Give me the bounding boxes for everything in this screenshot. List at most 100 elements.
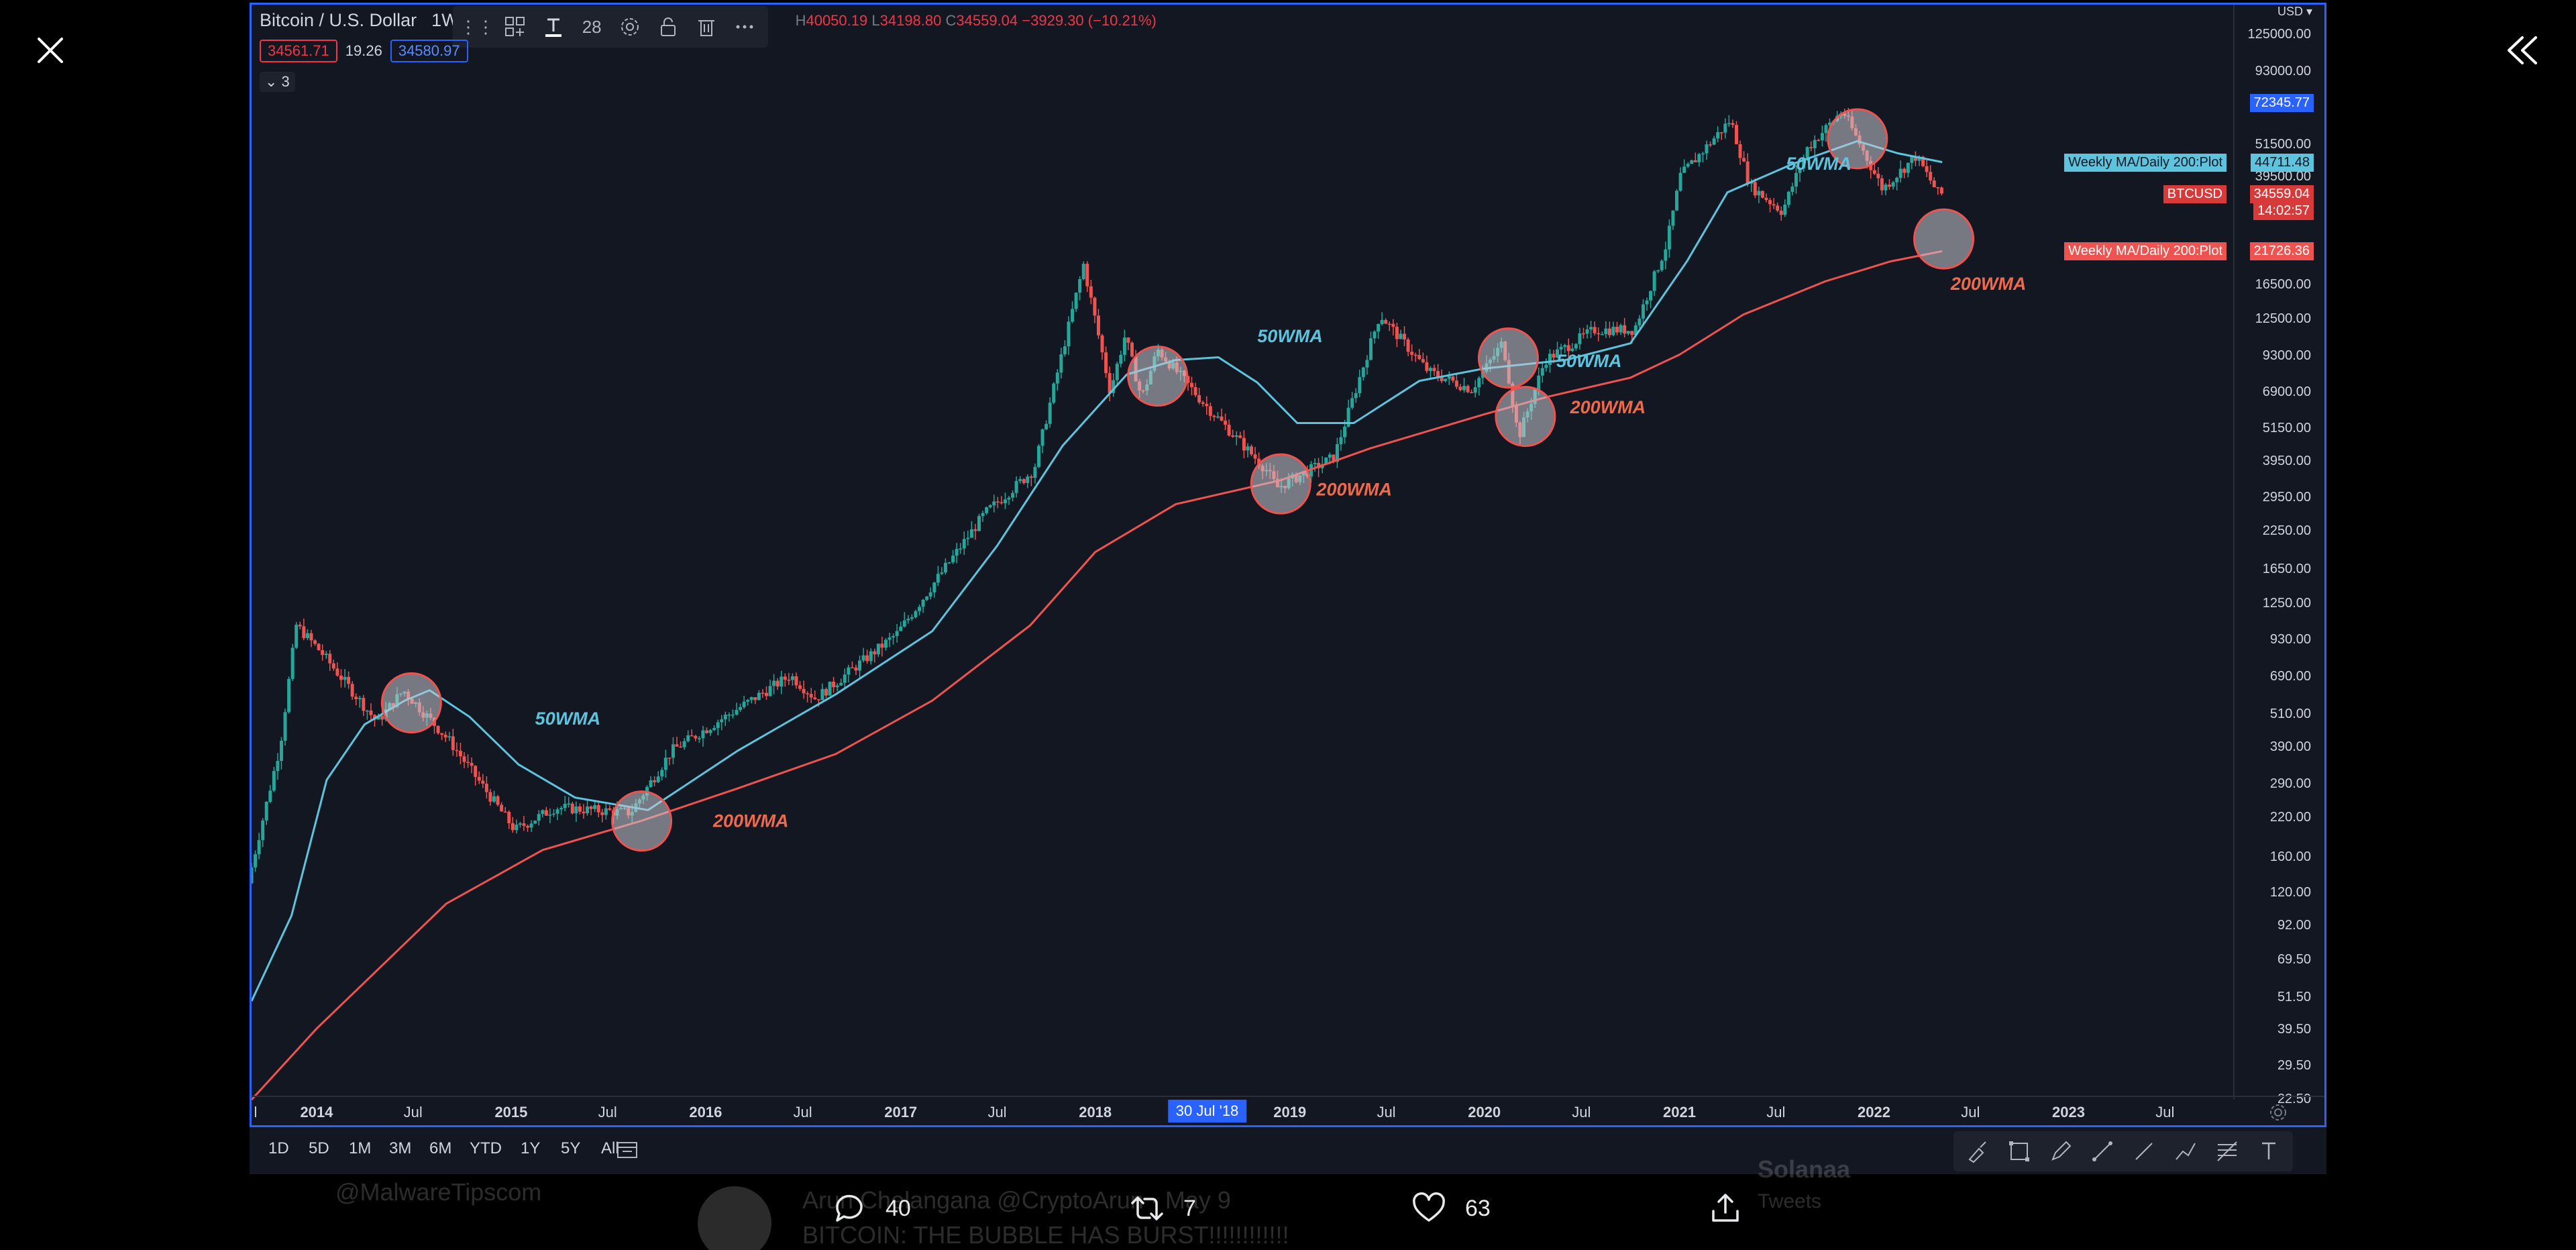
candle-body — [746, 700, 750, 702]
candle-body — [865, 655, 869, 662]
date-range-icon[interactable] — [616, 1139, 639, 1159]
trend-line-tool-icon[interactable] — [2127, 1134, 2161, 1169]
close-icon[interactable] — [34, 34, 67, 67]
timeframe-button[interactable]: 5D — [309, 1139, 329, 1157]
candle-body — [1824, 125, 1828, 134]
candle-body — [283, 712, 287, 741]
trash-icon[interactable] — [689, 9, 723, 44]
candle-body — [1682, 166, 1686, 173]
brush-tool-icon[interactable] — [1960, 1134, 1995, 1169]
chart-panel[interactable]: 50WMA 200WMA 50WMA 200WMA 50WMA 200WMA 50WMA 20… — [250, 3, 2326, 1127]
timeframe-button[interactable]: 1M — [349, 1139, 372, 1157]
series-line-label: BTCUSD — [2163, 185, 2226, 203]
candle-body — [947, 562, 951, 564]
candle-body — [813, 697, 817, 700]
candle-body — [1611, 327, 1615, 335]
candle-body — [1939, 187, 1943, 194]
candle-body — [1727, 123, 1731, 125]
double-chevron-left-icon[interactable] — [2502, 34, 2542, 67]
timeframe-button[interactable]: 1D — [268, 1139, 289, 1157]
candle-body — [1324, 457, 1328, 464]
text-color-icon[interactable] — [537, 9, 571, 44]
pen-tool-icon[interactable] — [2043, 1134, 2078, 1169]
timeframe-button[interactable]: YTD — [470, 1139, 502, 1157]
candle-body — [1820, 133, 1824, 141]
candle-body — [481, 780, 485, 784]
candle-body — [671, 744, 675, 758]
candle-body — [973, 529, 977, 531]
candle-body — [1552, 354, 1556, 358]
lock-icon[interactable] — [651, 9, 685, 44]
path-tool-icon[interactable] — [2168, 1134, 2203, 1169]
rectangle-tool-icon[interactable] — [2002, 1134, 2037, 1169]
price-axis[interactable]: USD ▾ 125000.00 93000.00 51500.00 39500.00 1… — [2233, 5, 2324, 1106]
time-tick-label: l — [254, 1104, 258, 1121]
candle-body — [1828, 122, 1832, 125]
candle-body — [1619, 325, 1623, 333]
timeframe-button[interactable]: 1Y — [521, 1139, 541, 1157]
settings-gear-icon[interactable] — [613, 9, 647, 44]
add-drawing-icon[interactable] — [498, 9, 533, 44]
drag-handle-icon[interactable]: ⋮⋮ — [460, 16, 494, 37]
candle-body — [1406, 339, 1410, 352]
candle-body — [1089, 286, 1093, 298]
time-axis[interactable]: l 2014 Jul 2015 Jul 2016 Jul 2017 Jul 2018 2019 Jul… — [252, 1096, 2324, 1125]
share-button[interactable] — [1708, 1191, 1743, 1226]
candle-body — [1335, 444, 1339, 462]
price-tick-label: 69.50 — [2277, 952, 2311, 968]
candle-body — [1257, 458, 1261, 466]
candle-body — [362, 698, 366, 711]
heart-icon — [1413, 1192, 1445, 1222]
price-chart[interactable]: 50WMA 200WMA 50WMA 200WMA 50WMA 200WMA 50WMA 20… — [252, 5, 2324, 1125]
candle-body — [369, 711, 373, 715]
symbol-title: Bitcoin / U.S. Dollar — [260, 10, 417, 30]
indicators-collapse-button[interactable]: ⌄ 3 — [260, 72, 295, 92]
candle-body — [1000, 502, 1004, 504]
candle-body — [660, 770, 664, 777]
candle-body — [264, 802, 268, 821]
currency-selector[interactable]: USD ▾ — [2277, 5, 2312, 18]
price-tick-label: 6900.00 — [2262, 384, 2311, 400]
candle-body — [567, 803, 571, 805]
timeframe-button[interactable]: 5Y — [561, 1139, 581, 1157]
candle-body — [1354, 393, 1358, 399]
price-axis-tag: 14:02:57 — [2253, 201, 2314, 220]
candle-body — [1007, 497, 1011, 500]
candle-body — [1641, 304, 1645, 319]
annotation-label: 200WMA — [1316, 480, 1392, 500]
like-button[interactable]: 63 — [1411, 1191, 1491, 1226]
timeframe-button[interactable]: 6M — [429, 1139, 452, 1157]
candle-body — [1313, 462, 1317, 464]
candle-body — [1813, 140, 1817, 148]
candle-body — [1395, 327, 1399, 340]
candle-body — [1753, 182, 1757, 196]
candle-body — [533, 821, 537, 824]
candle-body — [335, 668, 339, 676]
fib-tool-icon[interactable] — [2210, 1134, 2245, 1169]
candle-body — [1112, 380, 1116, 393]
annotation-label: 200WMA — [1950, 274, 2027, 294]
candle-body — [257, 840, 261, 855]
candle-body — [1190, 382, 1194, 388]
candle-body — [1130, 342, 1134, 357]
more-options-icon[interactable] — [727, 9, 761, 44]
candle-body — [977, 516, 981, 531]
candle-body — [1652, 271, 1656, 291]
trend-angle-tool-icon[interactable] — [2085, 1134, 2120, 1169]
candle-body — [1898, 168, 1902, 178]
reply-button[interactable]: 40 — [832, 1191, 911, 1226]
axis-settings-gear-icon[interactable] — [2267, 1101, 2290, 1124]
candle-body — [1876, 173, 1880, 178]
candle-body — [522, 823, 526, 826]
retweet-button[interactable]: 7 — [1130, 1191, 1196, 1226]
font-size-value[interactable]: 28 — [582, 16, 602, 37]
candle-body — [578, 806, 582, 812]
indicator-values: 34561.71 19.26 34580.97 — [260, 40, 468, 62]
timeframe-button[interactable]: 3M — [389, 1139, 412, 1157]
text-tool-icon[interactable] — [2251, 1134, 2286, 1169]
price-tick-label: 51.50 — [2277, 989, 2311, 1004]
candle-body — [1358, 376, 1362, 393]
candle-body — [880, 643, 884, 648]
timeframe-button[interactable]: All — [601, 1139, 619, 1157]
candle-body — [1377, 323, 1381, 332]
